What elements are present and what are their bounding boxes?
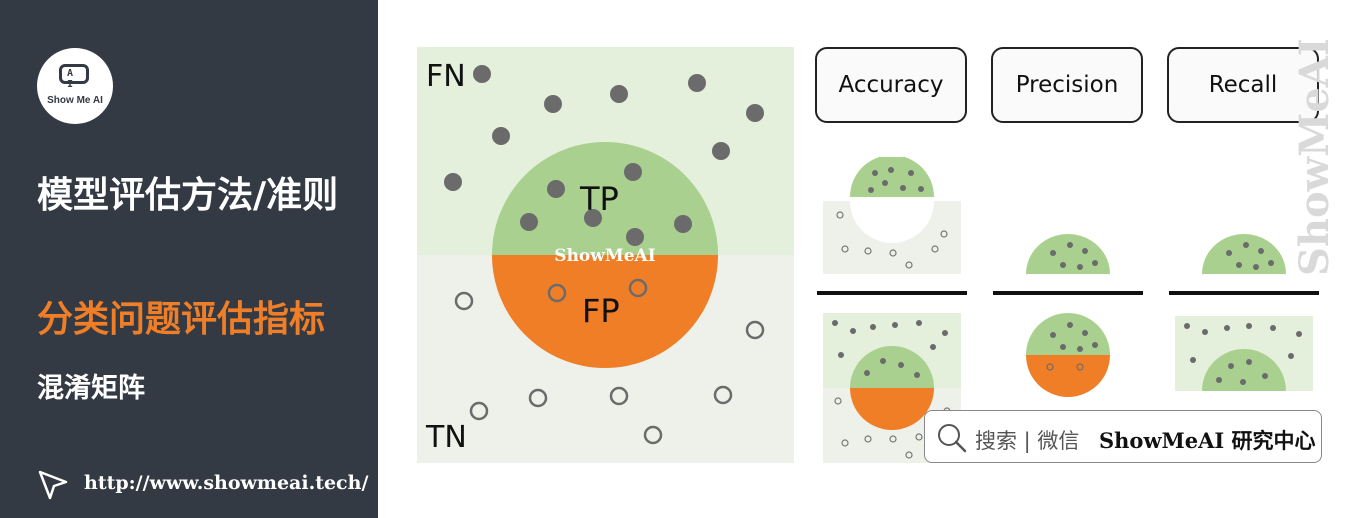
accuracy-numerator [823, 157, 961, 274]
recall-denominator [1175, 316, 1313, 391]
positive-dots [444, 65, 764, 246]
search-brand: ShowMeAI 研究中心 [1099, 428, 1316, 453]
sidebar: A I Show Me AI 模型评估方法/准则 分类问题评估指标 混淆矩阵 h… [0, 0, 378, 518]
subsection-heading: 混淆矩阵 [37, 373, 145, 404]
diagram-watermark: ShowMeAI [554, 246, 655, 266]
recall-numerator [1202, 234, 1286, 274]
tn-label: TN [425, 420, 467, 455]
fp-label: FP [582, 292, 620, 330]
fn-label: FN [426, 59, 466, 94]
precision-button[interactable]: Precision [991, 47, 1143, 123]
vertical-watermark-text: ShowMeAI [1291, 40, 1336, 276]
accuracy-fraction-line [817, 291, 967, 295]
precision-fraction-line [993, 291, 1143, 295]
recall-button[interactable]: Recall [1167, 47, 1319, 123]
accuracy-button[interactable]: Accuracy [815, 47, 967, 123]
negative-dots [454, 278, 765, 445]
vertical-watermark: ShowMeAI [1291, 40, 1336, 276]
section-heading: 分类问题评估指标 [37, 299, 326, 340]
tp-label: TP [579, 180, 619, 218]
search-box[interactable]: 搜索 | 微信 ShowMeAI 研究中心 [924, 410, 1322, 463]
logo-text: Show Me AI [47, 95, 103, 106]
precision-denominator [1026, 313, 1110, 397]
search-label: 搜索 | 微信 [975, 429, 1080, 453]
recall-fraction-line [1169, 291, 1319, 295]
true-positive-region [492, 142, 718, 255]
precision-numerator [1026, 234, 1110, 274]
search-icon [938, 424, 967, 453]
cursor-icon [38, 470, 68, 500]
website-link[interactable]: http://www.showmeai.tech/ [84, 472, 369, 494]
confusion-diagram: FN TP FP TN ShowMeAI [417, 47, 794, 463]
sidebar-title: 模型评估方法/准则 [37, 175, 339, 216]
robot-icon: A I [59, 64, 89, 90]
false-positive-region [492, 255, 718, 368]
showmeai-logo[interactable]: A I Show Me AI [37, 48, 113, 124]
